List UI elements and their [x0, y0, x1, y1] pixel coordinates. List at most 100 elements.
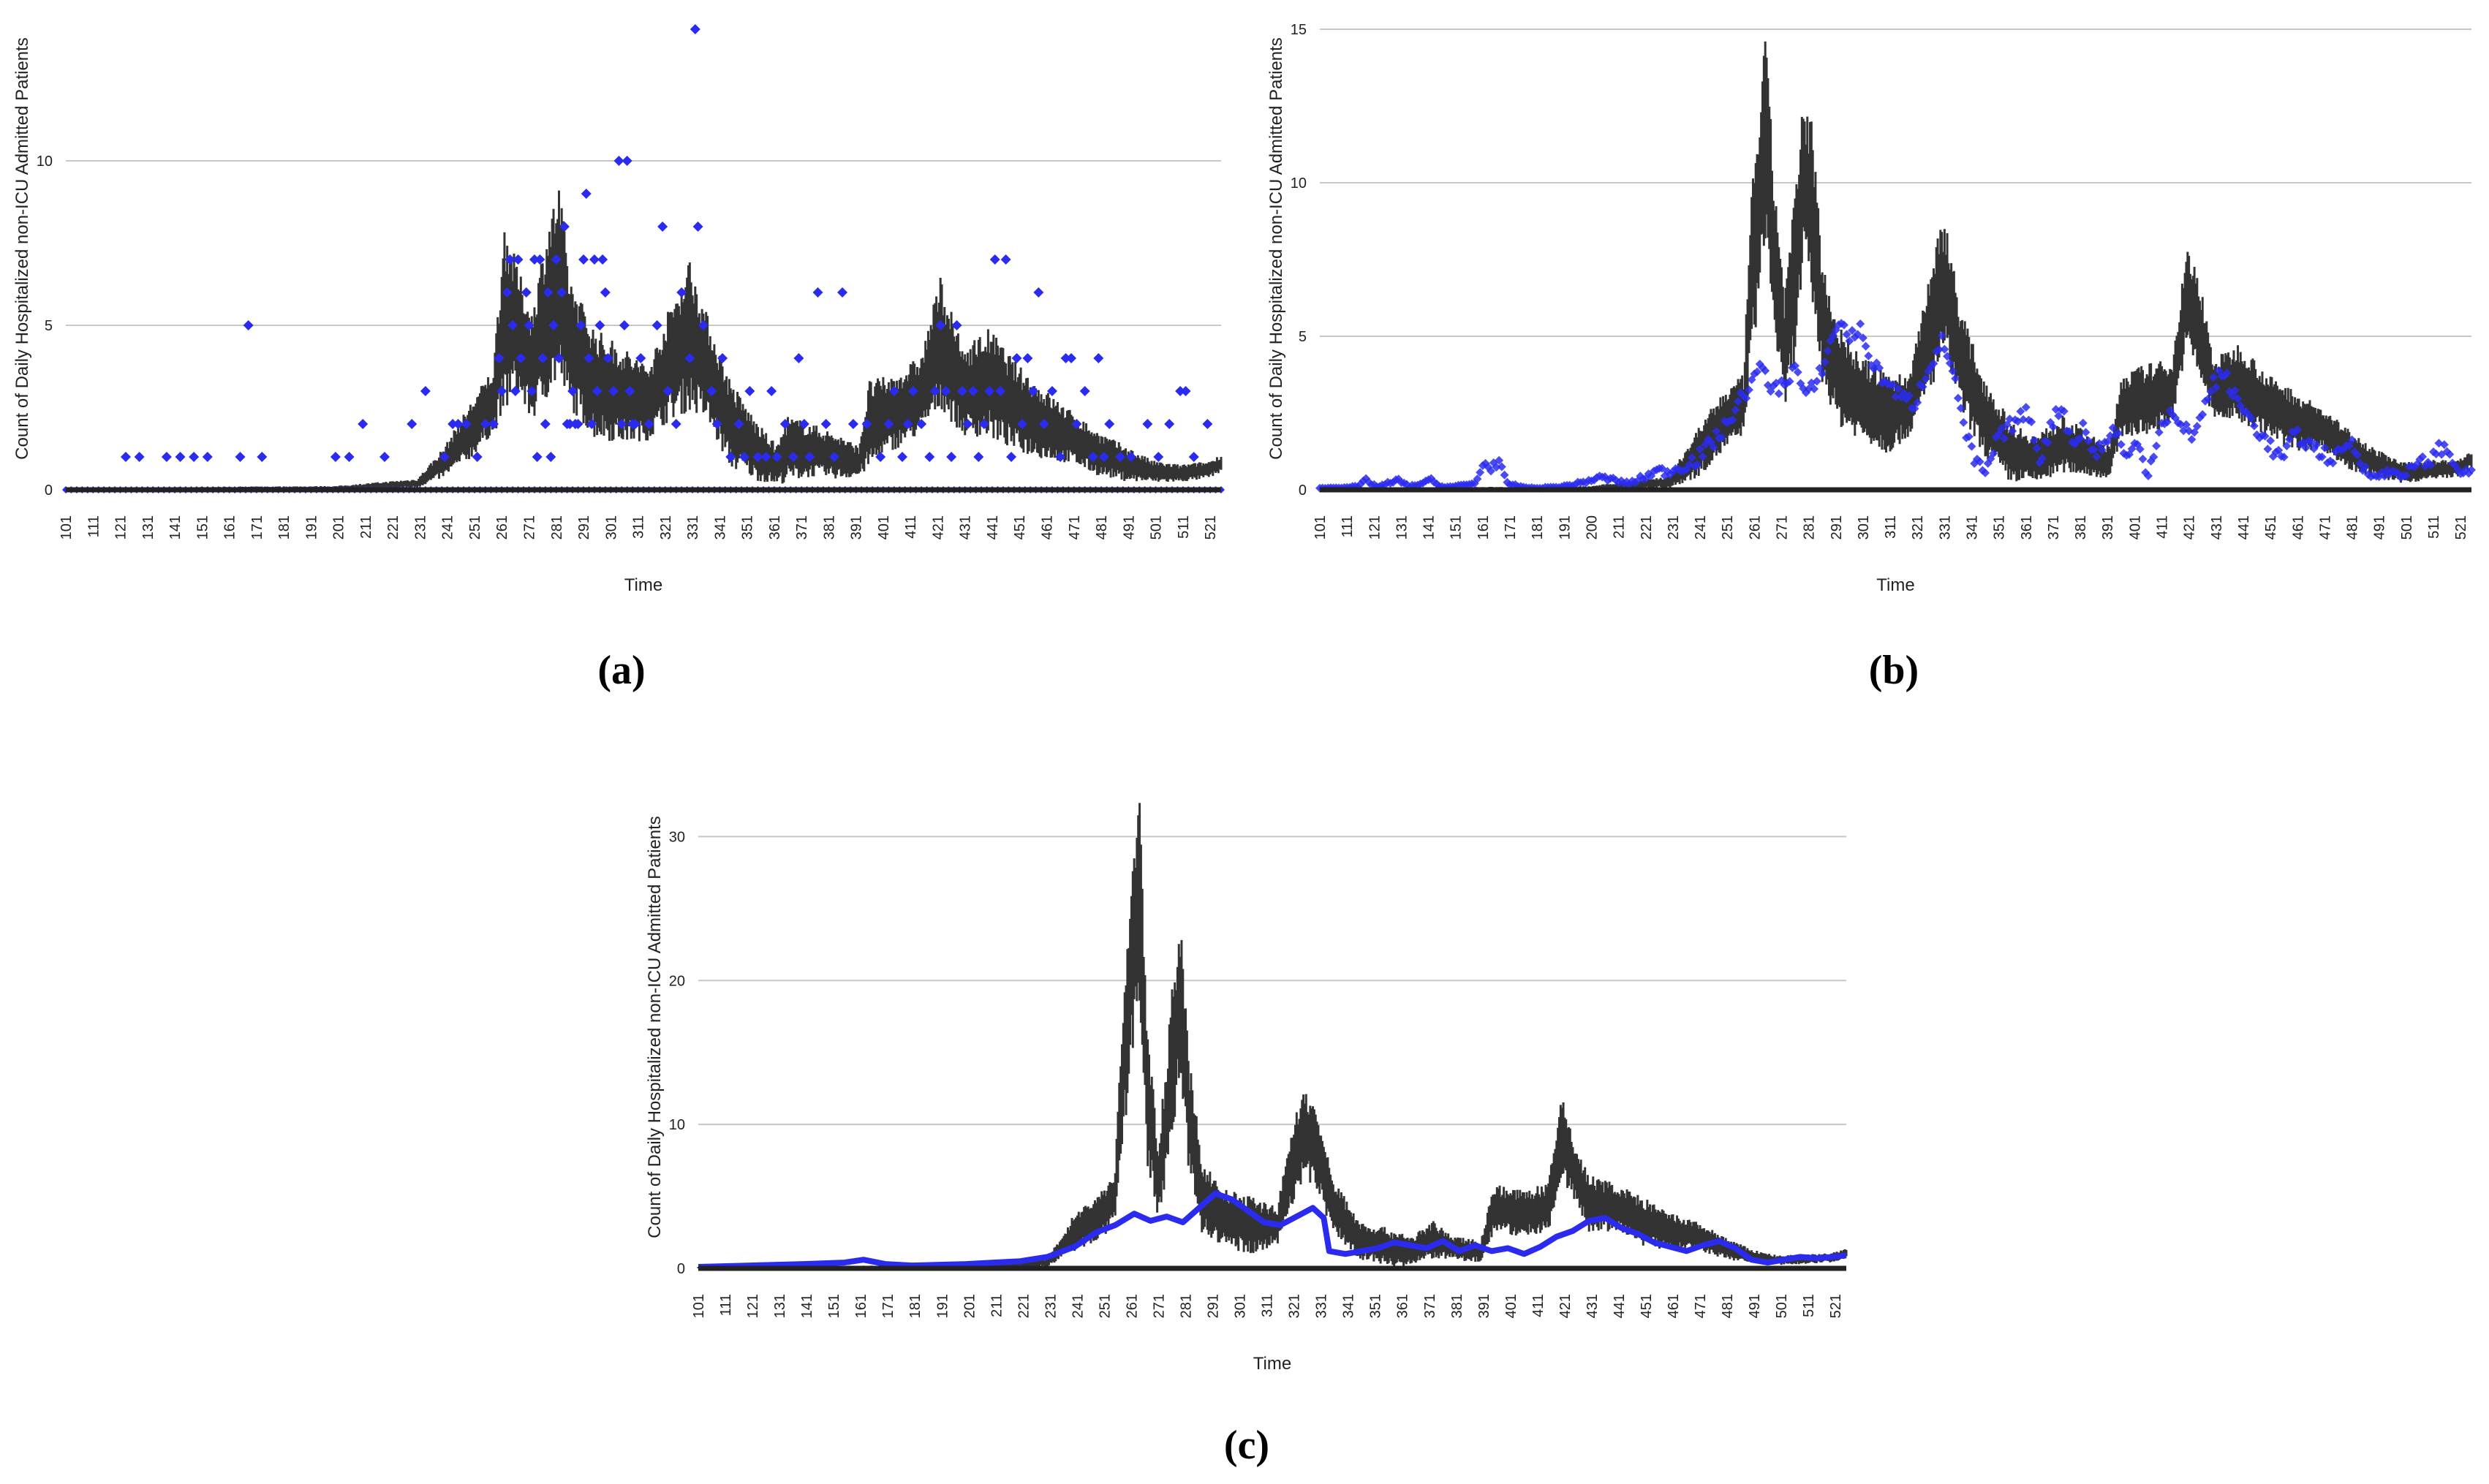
x-tick-label: 331 [1314, 1294, 1330, 1318]
data-point [2203, 394, 2213, 404]
x-tick-label: 291 [1829, 515, 1845, 540]
data-point [1913, 398, 1922, 407]
data-point [379, 452, 390, 462]
data-point [608, 386, 619, 396]
data-point [2138, 454, 2148, 463]
gridlines-a [66, 160, 1221, 326]
data-point [510, 386, 521, 396]
data-point [515, 353, 526, 363]
data-point [1709, 442, 1718, 452]
data-point [2344, 441, 2354, 450]
data-point [837, 287, 848, 298]
data-point [1810, 384, 1819, 393]
x-tick-label: 521 [2453, 515, 2469, 540]
data-point [1060, 353, 1071, 363]
x-tick-label: 101 [1313, 515, 1329, 540]
axes-c: 0 10 20 30 101 111 121 131 141 151 161 171 181 191 201… [669, 829, 1846, 1318]
x-tick-label: 401 [2127, 515, 2143, 540]
x-tick-label: 501 [1774, 1294, 1790, 1318]
x-tick-label: 511 [2426, 515, 2442, 539]
data-point [651, 320, 662, 330]
data-point [1937, 331, 1946, 341]
x-tick-label: 511 [1176, 515, 1192, 539]
data-point [2467, 465, 2476, 474]
data-point [1989, 449, 1998, 458]
data-point [1848, 326, 1857, 336]
data-point [1487, 466, 1496, 476]
x-tick-label: 141 [1421, 515, 1438, 540]
data-point [594, 320, 605, 330]
data-point [692, 222, 703, 232]
data-point [2198, 409, 2207, 419]
data-point [2285, 435, 2295, 444]
data-point [706, 386, 717, 396]
x-axis-title-c: Time [1253, 1354, 1291, 1374]
data-point [2347, 435, 2357, 444]
data-point [488, 419, 499, 429]
y-axis-title-c: Count of Daily Hospitalized non-ICU Admi… [645, 816, 665, 1238]
x-tick-label: 481 [2345, 515, 2361, 540]
data-point [2105, 431, 2115, 441]
data-point [760, 452, 771, 462]
x-tick-label: 201 [331, 515, 347, 540]
data-point [2187, 435, 2197, 444]
range-band-b [1318, 41, 2473, 490]
data-point [2038, 454, 2047, 463]
data-point [407, 419, 418, 429]
data-point [1687, 453, 1696, 463]
data-point [1905, 391, 1914, 401]
y-tick-label: 0 [45, 482, 53, 499]
data-point [725, 452, 736, 462]
x-tick-label: 181 [907, 1294, 924, 1318]
data-point [1000, 254, 1011, 265]
x-tick-label: 101 [58, 515, 75, 540]
data-point [344, 452, 355, 462]
x-tick-label: 401 [1503, 1294, 1519, 1318]
data-point [583, 353, 594, 363]
data-point [202, 452, 213, 462]
data-point [798, 419, 809, 429]
data-point [1027, 386, 1038, 396]
data-point [2209, 373, 2218, 382]
data-point [940, 386, 951, 396]
x-tick-label: 491 [1747, 1294, 1763, 1318]
y-tick-label: 15 [1291, 22, 1307, 38]
data-point [2431, 449, 2441, 458]
data-point [812, 287, 823, 298]
data-point [711, 419, 722, 429]
y-tick-label: 20 [669, 973, 685, 989]
gridlines-c [698, 836, 1846, 1126]
data-point [1858, 333, 1867, 343]
x-tick-label: 451 [1012, 515, 1028, 540]
data-point [2211, 382, 2221, 392]
x-tick-label: 351 [1992, 515, 2008, 540]
x-tick-label: 281 [549, 515, 565, 540]
data-point [1823, 347, 1832, 356]
data-point [1495, 455, 1504, 465]
data-point [243, 320, 254, 330]
data-point [1812, 376, 1821, 386]
data-point [1734, 397, 1743, 406]
x-tick-label: 131 [772, 1294, 788, 1318]
data-point [496, 386, 507, 396]
data-point [1981, 468, 1990, 477]
y-axis-title-b: Count of Daily Hospitalized non-ICU Admi… [1266, 37, 1286, 460]
data-point [2179, 426, 2188, 436]
data-point [257, 452, 268, 462]
data-point [624, 386, 635, 396]
x-tick-label: 101 [691, 1294, 707, 1318]
data-point [1098, 452, 1109, 462]
x-tick-label: 481 [1094, 515, 1110, 540]
data-point [739, 452, 749, 462]
data-point [622, 156, 632, 166]
data-point [2081, 428, 2090, 437]
data-point [521, 287, 532, 298]
data-point [2054, 411, 2063, 420]
data-point [592, 386, 603, 396]
data-point [1022, 353, 1033, 363]
data-point [1934, 345, 1944, 355]
data-point [2247, 414, 2256, 423]
x-tick-label: 131 [140, 515, 156, 540]
x-tick-label: 521 [1203, 515, 1219, 540]
data-point [916, 419, 927, 429]
